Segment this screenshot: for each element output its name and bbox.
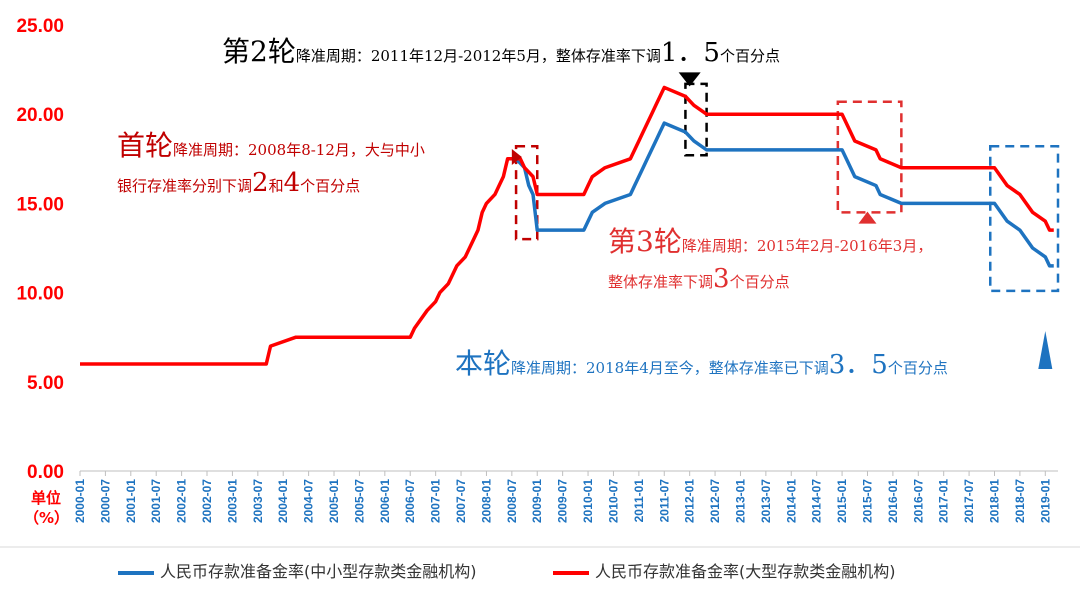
legend-swatch-red [553,570,589,575]
x-tick-label: 2000-01 [73,479,87,523]
pointer-triangle [678,72,701,87]
annotation-round-1-line2: 银行存准率分别下调2和4个百分点 [117,168,360,198]
x-tick-label: 2009-01 [530,479,544,523]
x-tick-label: 2011-01 [632,479,646,523]
x-tick-label: 2013-07 [759,479,773,523]
y-tick-label: 20.00 [16,105,64,126]
x-tick-label: 2014-01 [784,479,798,523]
annotation-round-3-title: 第3轮 [608,225,682,258]
y-unit-label: 单位 （%） [24,488,70,528]
annotation-round-1-value-large: 2 [252,168,269,198]
x-tick-label: 2010-01 [581,479,595,523]
x-tick-label: 2018-01 [987,479,1001,523]
x-tick-label: 2007-07 [454,479,468,523]
x-tick-label: 2010-07 [606,479,620,523]
highlight-box [989,145,1060,293]
x-tick-label: 2007-01 [429,479,443,523]
series-line [80,85,1054,366]
legend-label-small-medium: 人民币存款准备金率(中小型存款类金融机构) [160,562,477,581]
x-tick-label: 2012-07 [708,479,722,523]
x-tick-label: 2014-07 [810,479,824,523]
x-tick-label: 2006-07 [403,479,417,523]
annotation-round-2-text: 降准周期：2011年12月-2012年5月，整体存准率下调 [295,47,661,65]
x-tick-label: 2019-01 [1038,479,1052,523]
x-tick-label: 2000-07 [98,479,112,523]
y-tick-label: 15.00 [16,194,64,215]
x-tick-label: 2016-01 [886,479,900,523]
annotation-round-2-tail: 个百分点 [719,47,780,65]
annotation-round-1-and: 和 [268,177,284,195]
legend-item-small-medium: 人民币存款准备金率(中小型存款类金融机构) [118,558,477,582]
pointer-marks [511,72,1053,369]
x-tick-label: 2002-07 [200,479,214,523]
legend-swatch-blue [118,570,154,575]
y-tick-label: 10.00 [16,284,64,305]
annotation-round-4: 本轮降准周期：2018年4月至今，整体存准率已下调3．5个百分点 [455,342,948,382]
x-tick-label: 2016-07 [911,479,925,523]
legend-label-large: 人民币存款准备金率(大型存款类金融机构) [595,562,896,581]
y-unit-text: （%） [24,509,70,527]
x-tick-label: 2015-01 [835,479,849,523]
x-tick-label: 2009-07 [556,479,570,523]
pointer-triangle [1038,330,1053,369]
x-tick-label: 2012-01 [683,479,697,523]
y-axis-tick-labels: 0.00 5.00 10.00 15.00 20.00 25.00 [16,16,64,483]
series-line [514,121,1054,268]
x-tick-label: 2013-01 [733,479,747,523]
annotation-round-1-title: 首轮 [117,129,174,162]
x-tick-label: 2017-01 [937,479,951,523]
x-tick-label: 2011-07 [657,479,671,523]
annotation-round-3: 第3轮降准周期：2015年2月-2016年3月， 整体存准率下调3个百分点 [608,220,933,294]
annotation-round-1-tail: 个百分点 [300,177,361,195]
x-tick-label: 2008-07 [505,479,519,523]
annotation-round-1: 首轮降准周期：2008年8-12月，大与中小 银行存准率分别下调2和4个百分点 [117,124,425,198]
y-tick-label: 0.00 [27,462,64,483]
annotation-round-1-text: 降准周期：2008年8-12月，大与中小 [173,141,425,159]
annotation-round-1-value-small: 4 [283,168,301,198]
annotation-round-3-line2: 整体存准率下调3个百分点 [608,264,790,294]
x-tick-label: 2006-01 [378,479,392,523]
annotation-round-2-title: 第2轮 [222,35,296,68]
pointer-triangle [511,149,522,166]
x-tick-label: 2003-01 [225,479,239,523]
x-tick-label: 2017-07 [962,479,976,523]
pointer-triangle [858,211,877,224]
annotation-round-2: 第2轮降准周期：2011年12月-2012年5月，整体存准率下调1．5个百分点 [222,30,780,70]
x-tick-label: 2004-01 [276,479,290,523]
x-tick-label: 2008-01 [479,479,493,523]
x-tick-label: 2001-07 [149,479,163,523]
highlight-box [836,100,903,214]
x-tick-label: 2018-07 [1013,479,1027,523]
annotation-round-3-value: 3 [713,264,730,294]
annotation-round-3-line2-text: 整体存准率下调 [608,273,714,291]
x-tick-label: 2001-01 [124,479,138,523]
annotation-round-2-value: 1．5 [660,38,720,68]
annotation-round-4-tail: 个百分点 [887,359,948,377]
x-tick-label: 2005-07 [352,479,366,523]
annotation-round-3-text: 降准周期：2015年2月-2016年3月， [681,237,933,255]
series-lines [80,85,1054,366]
annotation-round-1-line2-text: 银行存准率分别下调 [117,177,253,195]
annotation-round-4-title: 本轮 [455,347,512,380]
x-tick-label: 2003-07 [251,479,265,523]
y-tick-label: 25.00 [16,16,64,37]
x-axis: 2000-01 2000-07 2001-01 2001-07 2002-01 2002-… [73,470,1058,523]
annotation-round-4-text: 降准周期：2018年4月至今，整体存准率已下调 [511,359,829,377]
annotation-round-4-value: 3．5 [828,350,888,380]
x-tick-label: 2002-01 [175,479,189,523]
annotation-round-3-tail: 个百分点 [729,273,790,291]
y-unit-label-text: 单位 [30,489,61,507]
legend-item-large: 人民币存款准备金率(大型存款类金融机构) [553,558,896,582]
x-tick-label: 2004-07 [302,479,316,523]
y-tick-label: 5.00 [27,373,64,394]
x-tick-label: 2005-01 [327,479,341,523]
x-tick-label: 2015-07 [860,479,874,523]
